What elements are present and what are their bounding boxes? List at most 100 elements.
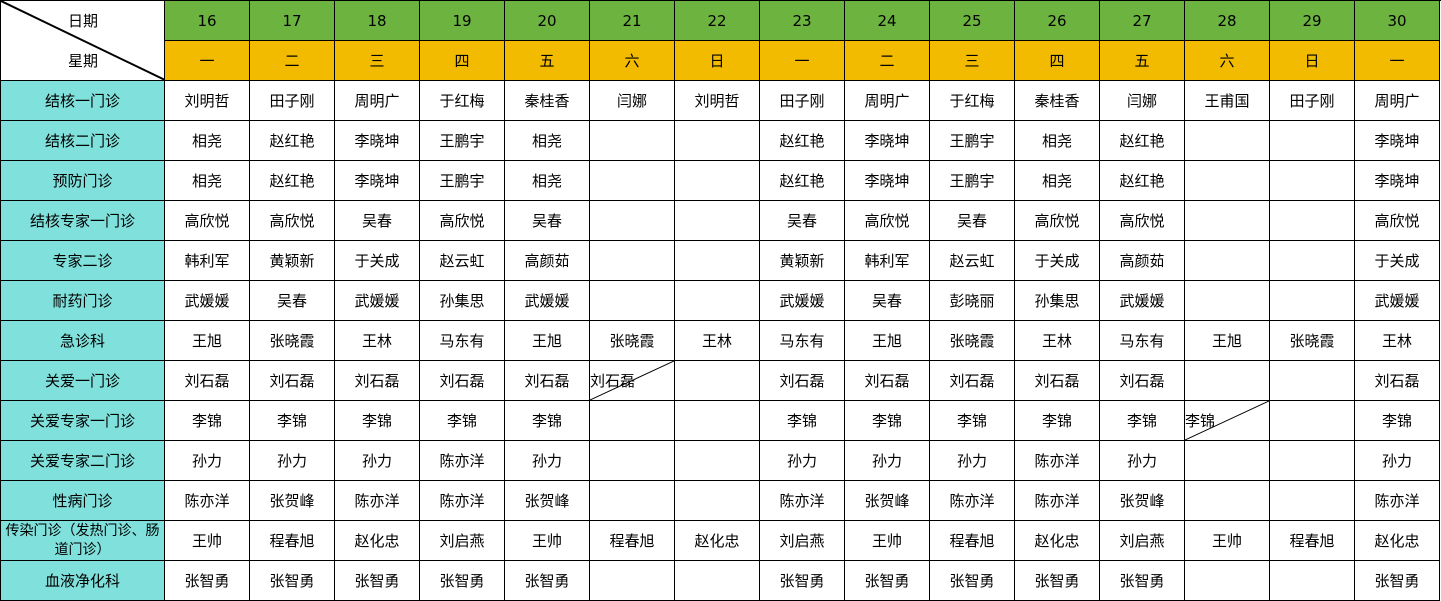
- duty-cell: 程春旭: [1270, 521, 1355, 561]
- weekday-cell: 二: [250, 41, 335, 81]
- duty-cell: 马东有: [1100, 321, 1185, 361]
- duty-cell: 刘石磊: [1015, 361, 1100, 401]
- duty-cell: 刘明哲: [675, 81, 760, 121]
- duty-cell: 高欣悦: [1355, 201, 1440, 241]
- duty-cell: 王旭: [165, 321, 250, 361]
- duty-cell: 相尧: [1015, 161, 1100, 201]
- duty-cell: 王鹏宇: [420, 161, 505, 201]
- duty-cell: [590, 121, 675, 161]
- duty-cell: 周明广: [1355, 81, 1440, 121]
- duty-cell: 张贺峰: [505, 481, 590, 521]
- duty-cell: 刘启燕: [760, 521, 845, 561]
- date-cell: 27: [1100, 1, 1185, 41]
- duty-cell: 李晓坤: [845, 161, 930, 201]
- duty-cell: 李锦: [1185, 401, 1270, 441]
- duty-cell: 刘石磊: [250, 361, 335, 401]
- duty-cell: [675, 441, 760, 481]
- duty-cell: 刘石磊: [1355, 361, 1440, 401]
- duty-cell: 刘石磊: [930, 361, 1015, 401]
- duty-cell: 于关成: [335, 241, 420, 281]
- duty-cell: 相尧: [165, 161, 250, 201]
- duty-cell: [1270, 161, 1355, 201]
- duty-cell: 周明广: [845, 81, 930, 121]
- duty-cell: 张智勇: [1015, 561, 1100, 601]
- row-label: 关爱一门诊: [1, 361, 165, 401]
- duty-cell: 武媛媛: [760, 281, 845, 321]
- duty-cell: 武媛媛: [1355, 281, 1440, 321]
- duty-cell: [675, 121, 760, 161]
- duty-cell: 孙集思: [1015, 281, 1100, 321]
- weekday-cell: 三: [930, 41, 1015, 81]
- weekday-cell: 一: [760, 41, 845, 81]
- duty-cell: 马东有: [760, 321, 845, 361]
- duty-cell: 秦桂香: [1015, 81, 1100, 121]
- date-cell: 20: [505, 1, 590, 41]
- duty-cell: 王帅: [1185, 521, 1270, 561]
- duty-cell: 李锦: [1355, 401, 1440, 441]
- date-cell: 29: [1270, 1, 1355, 41]
- duty-cell: 高欣悦: [1100, 201, 1185, 241]
- duty-cell: 赵云虹: [930, 241, 1015, 281]
- duty-cell: 吴春: [760, 201, 845, 241]
- duty-cell: 赵红艳: [250, 161, 335, 201]
- duty-cell: 王鹏宇: [420, 121, 505, 161]
- weekday-cell: 四: [1015, 41, 1100, 81]
- row-label: 关爱专家二门诊: [1, 441, 165, 481]
- date-label: 日期: [67, 12, 98, 30]
- duty-cell: 张晓霞: [250, 321, 335, 361]
- duty-cell: 田子刚: [250, 81, 335, 121]
- duty-cell: 张贺峰: [845, 481, 930, 521]
- duty-cell: [1270, 121, 1355, 161]
- duty-cell: [1185, 161, 1270, 201]
- duty-cell: 陈亦洋: [1015, 481, 1100, 521]
- duty-cell: 相尧: [505, 161, 590, 201]
- duty-cell: 赵化忠: [1015, 521, 1100, 561]
- duty-cell: [1185, 481, 1270, 521]
- corner-diagonal: [1, 1, 165, 80]
- duty-cell: [1270, 481, 1355, 521]
- duty-cell: 陈亦洋: [420, 481, 505, 521]
- duty-cell: 李晓坤: [845, 121, 930, 161]
- duty-cell: 张智勇: [335, 561, 420, 601]
- duty-cell: 陈亦洋: [420, 441, 505, 481]
- row-label: 关爱专家一门诊: [1, 401, 165, 441]
- duty-cell: 彭晓丽: [930, 281, 1015, 321]
- duty-cell: 张智勇: [165, 561, 250, 601]
- duty-cell: 武媛媛: [1100, 281, 1185, 321]
- duty-cell: 王林: [335, 321, 420, 361]
- cell-slash: [590, 361, 674, 400]
- weekday-cell: 五: [505, 41, 590, 81]
- duty-cell: 李锦: [420, 401, 505, 441]
- duty-cell: 闫娜: [1100, 81, 1185, 121]
- duty-cell: 李锦: [335, 401, 420, 441]
- duty-cell: 赵红艳: [760, 121, 845, 161]
- duty-cell: 李锦: [760, 401, 845, 441]
- duty-cell: 吴春: [930, 201, 1015, 241]
- duty-cell: [675, 481, 760, 521]
- duty-cell: 刘石磊: [420, 361, 505, 401]
- duty-cell: 李锦: [250, 401, 335, 441]
- duty-cell: 王林: [1355, 321, 1440, 361]
- duty-cell: 孙力: [1100, 441, 1185, 481]
- weekday-cell: 一: [1355, 41, 1440, 81]
- duty-cell: 高欣悦: [845, 201, 930, 241]
- duty-cell: 田子刚: [760, 81, 845, 121]
- duty-cell: [590, 281, 675, 321]
- duty-cell: 王甫国: [1185, 81, 1270, 121]
- duty-cell: 张晓霞: [590, 321, 675, 361]
- duty-cell: 陈亦洋: [165, 481, 250, 521]
- duty-cell: 刘石磊: [505, 361, 590, 401]
- duty-cell: 相尧: [505, 121, 590, 161]
- weekday-cell: 日: [1270, 41, 1355, 81]
- duty-cell: [675, 361, 760, 401]
- duty-cell: [675, 161, 760, 201]
- duty-cell: 李晓坤: [1355, 161, 1440, 201]
- duty-cell: [590, 401, 675, 441]
- row-label: 结核二门诊: [1, 121, 165, 161]
- duty-cell: 刘石磊: [760, 361, 845, 401]
- duty-cell: 王帅: [505, 521, 590, 561]
- duty-cell: 刘启燕: [420, 521, 505, 561]
- duty-cell: [1270, 281, 1355, 321]
- duty-cell: 程春旭: [590, 521, 675, 561]
